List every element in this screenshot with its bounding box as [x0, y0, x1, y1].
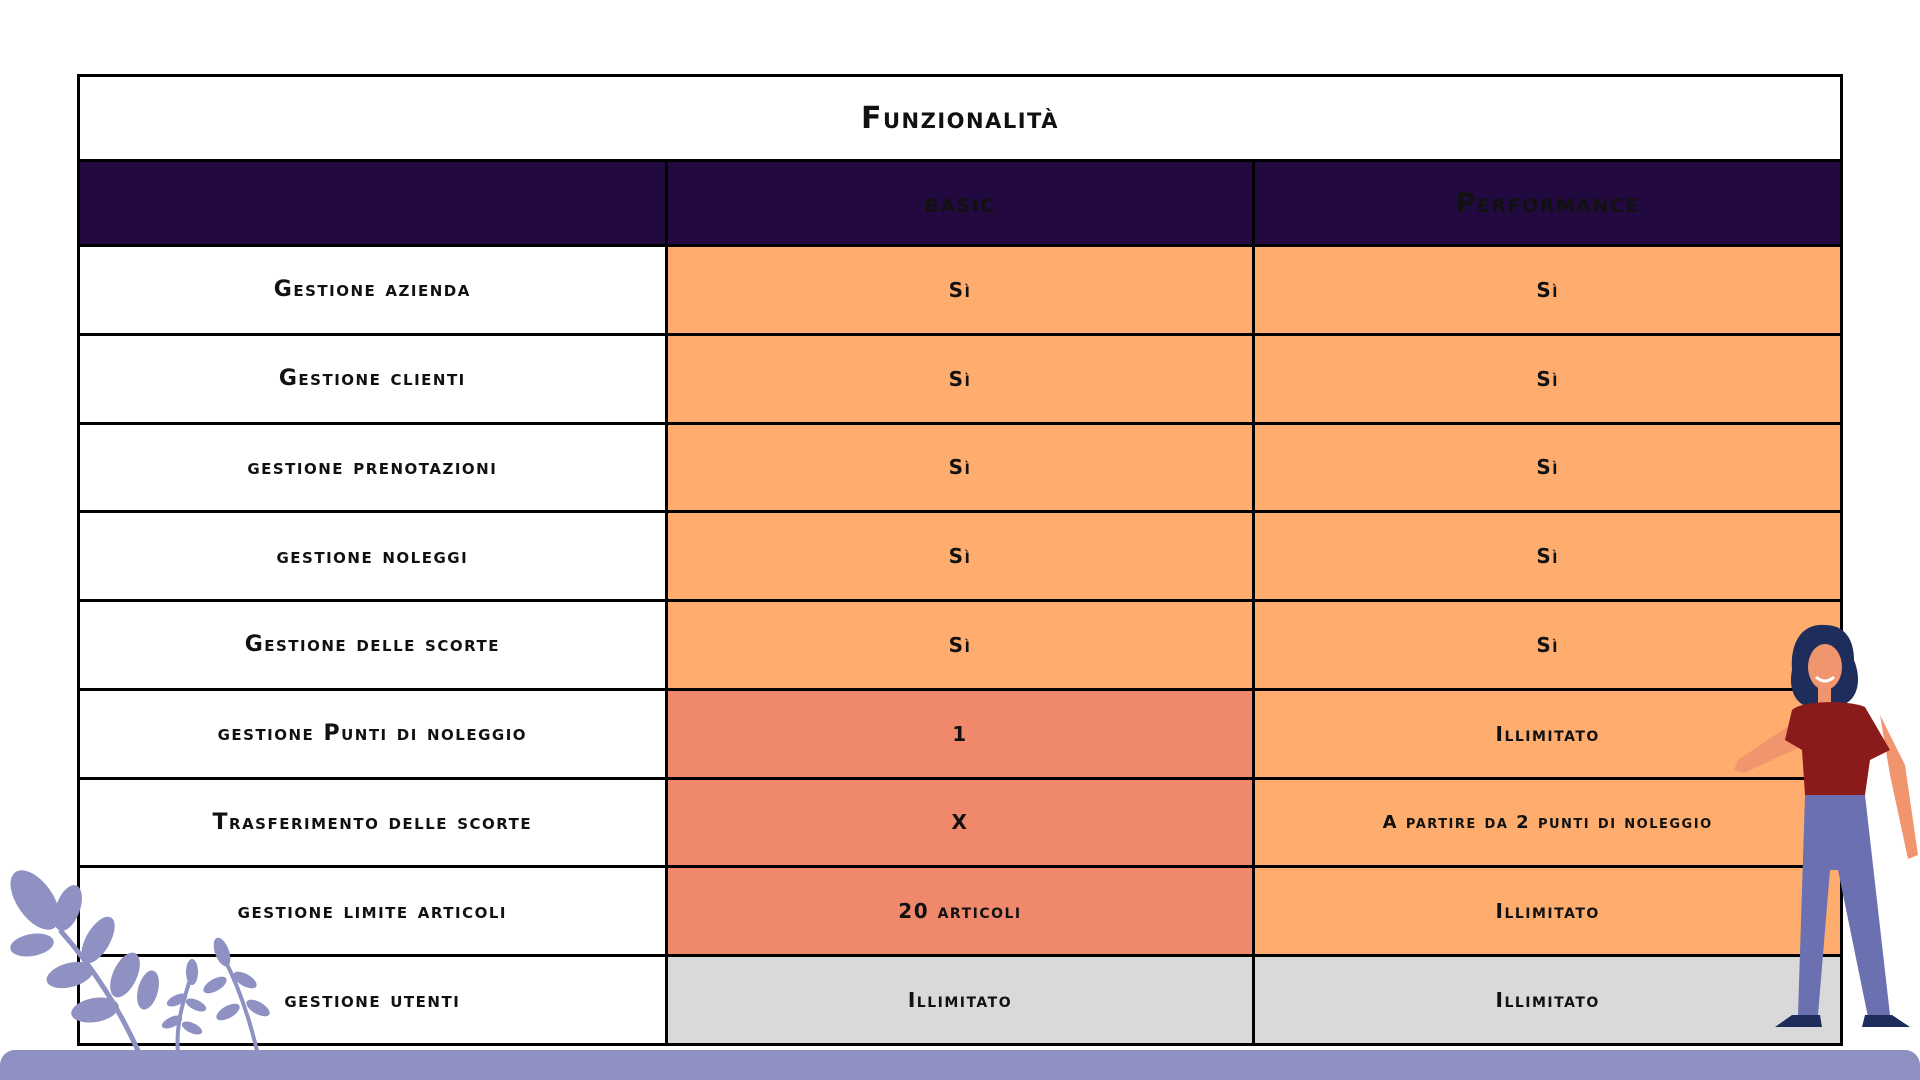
table-row: gestione Punti di noleggio 1 Illimitato [77, 687, 1843, 780]
title-row: Funzionalità [77, 74, 1843, 162]
basic-value: Sì [664, 244, 1256, 336]
table-row: gestione utenti Illimitato Illimitato [77, 954, 1843, 1046]
feature-comparison-table: Funzionalità basic Performance Gestione … [77, 74, 1843, 1046]
woman-presenting-icon [1734, 624, 1918, 1027]
feature-name: gestione noleggi [77, 510, 668, 603]
performance-value: Sì [1252, 510, 1843, 603]
basic-value: Sì [664, 332, 1256, 425]
basic-value: Sì [664, 599, 1256, 691]
basic-value: 1 [664, 687, 1256, 780]
basic-value: 20 articoli [664, 865, 1256, 958]
header-feature [77, 159, 668, 247]
basic-value: Illimitato [664, 954, 1256, 1046]
feature-name: Gestione delle scorte [77, 599, 668, 691]
feature-name: Trasferimento delle scorte [77, 776, 668, 869]
basic-value: Sì [664, 421, 1256, 514]
feature-comparison-table-wrap: Funzionalità basic Performance Gestione … [77, 74, 1843, 1046]
table-row: gestione prenotazioni Sì Sì [77, 421, 1843, 514]
feature-name: gestione prenotazioni [77, 421, 668, 514]
performance-value: Sì [1252, 421, 1843, 514]
table-row: gestione limite articoli 20 articoli Ill… [77, 865, 1843, 958]
performance-value: Sì [1252, 599, 1843, 691]
table-row: Gestione delle scorte Sì Sì [77, 599, 1843, 691]
table-row: Gestione clienti Sì Sì [77, 332, 1843, 425]
performance-value: Illimitato [1252, 865, 1843, 958]
basic-value: Sì [664, 510, 1256, 603]
basic-value: X [664, 776, 1256, 869]
table-row: Trasferimento delle scorte X A partire d… [77, 776, 1843, 869]
table-row: Gestione azienda Sì Sì [77, 244, 1843, 336]
table-row: gestione noleggi Sì Sì [77, 510, 1843, 603]
table-title: Funzionalità [77, 74, 1843, 162]
feature-name: Gestione azienda [77, 244, 668, 336]
header-row: basic Performance [77, 159, 1843, 247]
header-performance: Performance [1252, 159, 1843, 247]
performance-value: Illimitato [1252, 954, 1843, 1046]
performance-value: Sì [1252, 332, 1843, 425]
performance-value: Sì [1252, 244, 1843, 336]
feature-name: gestione Punti di noleggio [77, 687, 668, 780]
ground-strip [0, 1050, 1920, 1080]
plant-leaves-icon [10, 870, 270, 1057]
header-basic: basic [664, 159, 1256, 247]
feature-name: Gestione clienti [77, 332, 668, 425]
feature-name: gestione limite articoli [77, 865, 668, 958]
